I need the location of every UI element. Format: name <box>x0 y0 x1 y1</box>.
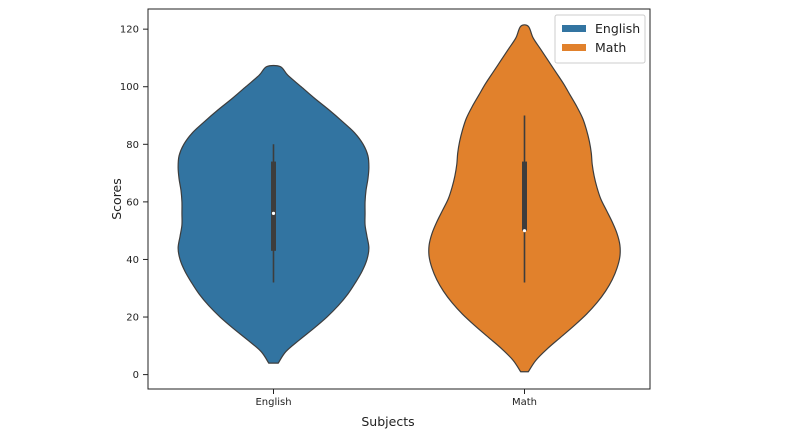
x-tick-label: Math <box>512 397 537 408</box>
legend-label: Math <box>595 40 626 55</box>
violin-english <box>177 64 370 364</box>
legend-swatch <box>562 25 586 32</box>
legend-label: English <box>595 21 640 36</box>
violin-median <box>522 229 527 233</box>
y-tick-label: 80 <box>126 140 139 151</box>
violin-math <box>428 24 621 373</box>
plot-frame <box>147 8 651 390</box>
y-tick-label: 0 <box>133 370 139 381</box>
legend: English Math <box>554 14 646 64</box>
violin-iqr-box <box>271 161 276 251</box>
x-tick-label: English <box>255 397 291 408</box>
y-axis: 0 20 40 60 80 100 120 <box>120 25 148 381</box>
y-tick-label: 40 <box>126 255 139 266</box>
y-tick-label: 60 <box>126 197 139 208</box>
x-axis-title: Subjects <box>361 414 414 429</box>
violin-iqr-box <box>522 161 527 231</box>
y-tick-label: 100 <box>120 82 139 93</box>
violins-layer <box>177 24 621 373</box>
x-axis: English Math <box>255 389 537 408</box>
legend-swatch <box>562 44 586 51</box>
y-tick-label: 120 <box>120 25 139 36</box>
y-tick-label: 20 <box>126 313 139 324</box>
violin-median <box>271 211 276 215</box>
y-axis-title: Scores <box>109 178 124 220</box>
